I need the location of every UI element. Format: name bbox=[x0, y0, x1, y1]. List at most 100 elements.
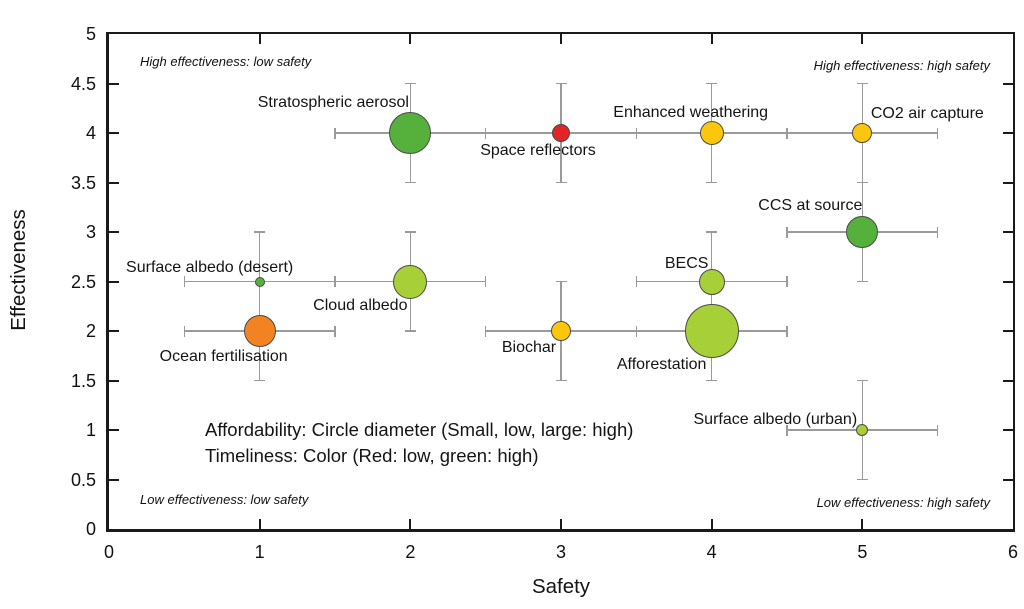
y-tick-label: 4.5 bbox=[70, 73, 96, 94]
y-tick-label: 3.5 bbox=[70, 172, 96, 193]
y-tick-label: 0.5 bbox=[70, 469, 96, 490]
errorbar-v-cap-top-becs bbox=[706, 231, 718, 233]
x-axis-title: Safety bbox=[531, 575, 591, 598]
x-tick-bottom bbox=[258, 519, 261, 529]
errorbar-h-cap-left-co2-air-capture bbox=[786, 127, 788, 139]
legend: Affordability: Circle diameter (Small, l… bbox=[205, 417, 633, 469]
errorbar-h-cap-right-becs bbox=[786, 276, 788, 287]
y-tick-label: 1 bbox=[85, 420, 96, 440]
y-tick-label: 5 bbox=[85, 24, 96, 44]
errorbar-v-cap-top-enhanced-weathering bbox=[706, 82, 718, 85]
point-label-ccs-at-source: CCS at source bbox=[758, 197, 863, 214]
x-tick-top bbox=[710, 34, 713, 44]
point-label-surface-albedo-urban: Surface albedo (urban) bbox=[693, 411, 858, 428]
y-tick-right bbox=[1003, 132, 1013, 134]
y-tick-right bbox=[1003, 379, 1013, 382]
y-tick-right bbox=[1003, 181, 1013, 184]
y-tick-label: 2.5 bbox=[70, 271, 96, 292]
errorbar-h-cap-left-surface-albedo-desert bbox=[183, 276, 186, 287]
errorbar-v-cap-bottom-enhanced-weathering bbox=[706, 181, 718, 184]
errorbar-h-cap-right-ccs-at-source bbox=[936, 226, 939, 238]
errorbar-h-cap-left-cloud-albedo bbox=[334, 276, 336, 287]
point-label-stratospheric-aerosol: Stratospheric aerosol bbox=[257, 94, 409, 111]
errorbar-v-cap-top-cloud-albedo bbox=[404, 231, 416, 233]
y-tick-label: 4 bbox=[85, 123, 96, 143]
errorbar-h-cap-left-space-reflectors bbox=[484, 127, 487, 139]
x-tick-label: 4 bbox=[706, 542, 717, 562]
x-tick-top bbox=[409, 34, 412, 44]
y-tick-label: 1.5 bbox=[70, 370, 96, 391]
bubble-becs bbox=[698, 268, 725, 295]
bubble-surface-albedo-urban bbox=[856, 424, 869, 436]
x-tick-bottom bbox=[710, 519, 713, 529]
x-tick-label: 3 bbox=[555, 542, 566, 562]
errorbar-v-cap-bottom-surface-albedo-urban bbox=[856, 478, 868, 481]
errorbar-v-cap-bottom-cloud-albedo bbox=[404, 330, 416, 332]
annotation-high-effectiveness-low-safety: High effectiveness: low safety bbox=[140, 54, 312, 69]
bubble-ocean-fertilisation bbox=[243, 315, 276, 347]
errorbar-h-cap-left-stratospheric-aerosol bbox=[334, 127, 336, 139]
point-label-co2-air-capture: CO2 air capture bbox=[870, 105, 984, 122]
point-label-afforestation: Afforestation bbox=[616, 356, 707, 373]
errorbar-v-cap-bottom-ccs-at-source bbox=[856, 280, 868, 283]
point-label-cloud-albedo: Cloud albedo bbox=[313, 296, 408, 314]
errorbar-v-cap-bottom-space-reflectors bbox=[555, 181, 567, 184]
y-tick-left bbox=[109, 181, 119, 184]
y-tick-right bbox=[1003, 330, 1013, 332]
errorbar-h-cap-left-afforestation bbox=[635, 325, 638, 337]
point-label-becs: BECS bbox=[664, 254, 709, 272]
point-label-ocean-fertilisation: Ocean fertilisation bbox=[159, 348, 288, 365]
x-tick-label: 2 bbox=[405, 542, 416, 562]
errorbar-h-cap-left-ocean-fertilisation bbox=[183, 325, 186, 337]
bubble-cloud-albedo bbox=[393, 264, 428, 299]
x-tick-label: 1 bbox=[254, 542, 265, 562]
errorbar-h-cap-left-surface-albedo-urban bbox=[786, 424, 788, 436]
x-tick-label: 6 bbox=[1007, 542, 1018, 562]
bubble-enhanced-weathering bbox=[699, 121, 724, 145]
y-tick-label: 2 bbox=[85, 321, 96, 341]
annotation-high-effectiveness-high-safety: High effectiveness: high safety bbox=[813, 58, 990, 73]
errorbar-v-cap-bottom-ocean-fertilisation bbox=[254, 379, 266, 382]
errorbar-v-cap-top-surface-albedo-urban bbox=[856, 379, 868, 382]
errorbar-v-cap-bottom-stratospheric-aerosol bbox=[404, 181, 416, 184]
bubble-space-reflectors bbox=[552, 124, 570, 142]
errorbar-v-cap-top-stratospheric-aerosol bbox=[404, 82, 416, 85]
errorbar-h-cap-left-becs bbox=[635, 276, 638, 287]
point-label-enhanced-weathering: Enhanced weathering bbox=[613, 104, 769, 121]
y-tick-left bbox=[109, 132, 119, 134]
legend-timeliness-line: Timeliness: Color (Red: low, green: high… bbox=[205, 445, 539, 466]
errorbar-v-cap-bottom-afforestation bbox=[706, 379, 718, 382]
point-label-biochar: Biochar bbox=[501, 339, 557, 356]
y-tick-right bbox=[1003, 280, 1013, 283]
y-tick-left bbox=[109, 82, 119, 85]
y-tick-right bbox=[1003, 231, 1013, 233]
y-tick-left bbox=[109, 478, 119, 481]
legend-affordability-line: Affordability: Circle diameter (Small, l… bbox=[205, 419, 634, 440]
plot-area: High effectiveness: low safety High effe… bbox=[106, 32, 1015, 532]
y-tick-label: 3 bbox=[85, 222, 96, 242]
errorbar-v-cap-top-co2-air-capture bbox=[856, 82, 868, 85]
errorbar-h-cap-right-ocean-fertilisation bbox=[334, 325, 336, 337]
x-tick-top bbox=[258, 34, 261, 44]
errorbar-v-cap-top-biochar bbox=[555, 280, 567, 283]
bubble-biochar bbox=[551, 321, 571, 341]
x-tick-bottom bbox=[409, 519, 412, 529]
errorbar-h-cap-left-enhanced-weathering bbox=[635, 127, 638, 139]
y-tick-label: 0 bbox=[85, 519, 96, 539]
bubble-ccs-at-source bbox=[846, 216, 879, 248]
point-label-space-reflectors: Space reflectors bbox=[480, 142, 596, 159]
errorbar-h-cap-left-biochar bbox=[484, 325, 487, 337]
y-tick-right bbox=[1003, 478, 1013, 481]
errorbar-v-cap-top-ccs-at-source bbox=[856, 181, 868, 184]
x-tick-top bbox=[560, 34, 562, 44]
x-tick-bottom bbox=[560, 519, 562, 529]
errorbar-h-cap-right-co2-air-capture bbox=[936, 127, 939, 139]
x-tick-label: 0 bbox=[103, 542, 114, 562]
point-label-surface-albedo-desert: Surface albedo (desert) bbox=[126, 258, 294, 276]
y-tick-left bbox=[109, 429, 119, 431]
y-tick-left bbox=[109, 330, 119, 332]
bubble-surface-albedo-desert bbox=[254, 276, 265, 287]
errorbar-h-cap-right-surface-albedo-urban bbox=[936, 424, 939, 436]
bubble-stratospheric-aerosol bbox=[389, 112, 432, 154]
